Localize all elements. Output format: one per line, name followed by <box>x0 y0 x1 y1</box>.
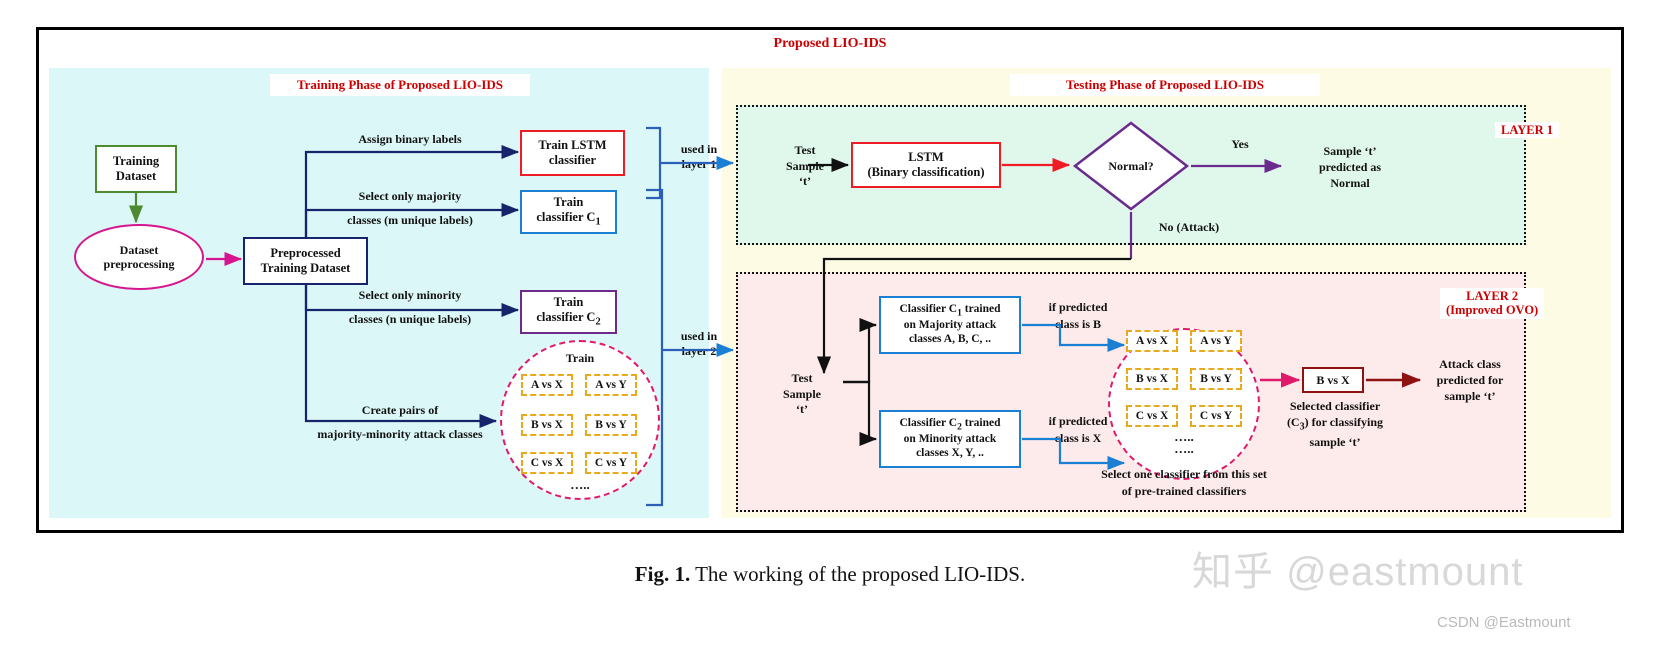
predicted-normal-outcome: Sample ‘t’ predicted as Normal <box>1318 144 1382 191</box>
figure-caption-text: The working of the proposed LIO-IDS. <box>695 562 1026 586</box>
layer1-tag: LAYER 1 <box>1495 122 1559 139</box>
layer2-tag-line1: LAYER 2 <box>1466 289 1519 303</box>
classifier-c1-trained-node: Classifier C1 trained on Majority attack c… <box>879 296 1021 354</box>
zhihu-watermark: 知乎 @eastmount <box>1192 550 1524 594</box>
selected-caption-line1: Selected classifier <box>1289 399 1381 413</box>
if-predicted-x-line1: if predicted <box>1048 414 1108 428</box>
csdn-watermark: CSDN @Eastmount <box>1437 614 1571 631</box>
train-classifier-c1-node: Train classifier C1 <box>520 190 617 234</box>
if-predicted-b-label: if predicted class is B <box>1028 299 1128 334</box>
lstm-node-label: LSTM (Binary classification) <box>867 150 985 179</box>
bracket-label-layer1-line2: layer 1 <box>681 157 717 171</box>
layer2-tag: LAYER 2 (Improved OVO) <box>1440 288 1545 319</box>
train-circle-label: Train <box>565 351 595 365</box>
if-predicted-b-line1: if predicted <box>1048 300 1108 314</box>
if-predicted-b-line2: class is B <box>1054 317 1101 332</box>
bracket-label-layer2-line1: used in <box>680 329 718 343</box>
layer2-tag-line2: (Improved OVO) <box>1446 303 1539 318</box>
bracket-label-layer1-line1: used in <box>680 142 718 156</box>
select-classifier-caption-2: of pre-trained classifiers <box>1121 484 1247 498</box>
final-attack-class-outcome: Attack class predicted for sample ‘t’ <box>1400 356 1540 405</box>
classifier-c2-trained-label: Classifier C2 trained on Minority attack c… <box>899 417 1001 459</box>
dataset-preprocessing-node: Dataset preprocessing <box>74 224 204 290</box>
training-dataset-label: Training Dataset <box>112 154 160 183</box>
if-predicted-x-line2: class is X <box>1054 431 1102 446</box>
training-dataset-node: Training Dataset <box>95 145 177 193</box>
train-c1-label: Train classifier C1 <box>536 195 601 228</box>
pair-box-a-vs-y: A vs Y <box>585 374 637 396</box>
classifier-c1-trained-label: Classifier C1 trained on Majority attack c… <box>899 303 1001 345</box>
final-outcome-line3: sample ‘t’ <box>1444 389 1496 404</box>
pair-box-b-vs-x: B vs X <box>521 414 573 436</box>
figure-title: Proposed LIO-IDS <box>773 36 887 51</box>
classifier-c2-trained-node: Classifier C2 trained on Minority attack c… <box>879 410 1021 468</box>
pairs-ellipsis: ….. <box>570 477 590 492</box>
ovo-pair-a-vs-y: A vs Y <box>1190 330 1242 352</box>
ovo-pair-b-vs-x: B vs X <box>1126 368 1178 390</box>
pair-box-c-vs-y: C vs Y <box>585 452 637 474</box>
ovo-pair-a-vs-x: A vs X <box>1126 330 1178 352</box>
pair-box-a-vs-x: A vs X <box>521 374 573 396</box>
edge-label-pairs-1: Create pairs of <box>361 403 439 417</box>
train-classifier-c2-node: Train classifier C2 <box>520 290 617 334</box>
preprocessed-training-dataset-node: Preprocessed Training Dataset <box>243 237 368 285</box>
ovo-ellipsis-1: ….. <box>1174 429 1194 444</box>
final-outcome-line2: predicted for <box>1436 373 1504 388</box>
ovo-classifier-set-circle <box>1108 328 1260 480</box>
train-lstm-label: Train LSTM classifier <box>538 138 607 167</box>
bracket-label-layer2-line2: layer 2 <box>681 344 717 358</box>
layer2-test-sample-label: Test Sample ‘t’ <box>782 371 821 417</box>
selected-caption-line3: sample ‘t’ <box>1309 435 1361 450</box>
ovo-pair-c-vs-x: C vs X <box>1126 405 1178 427</box>
no-attack-edge-label: No (Attack) <box>1158 220 1220 234</box>
edge-label-minority-1: Select only minority <box>358 288 462 302</box>
bracket-label-layer1: used in layer 1 <box>668 142 730 172</box>
figure-caption: Fig. 1. The working of the proposed LIO-… <box>0 562 1660 587</box>
pair-box-b-vs-y: B vs Y <box>585 414 637 436</box>
edge-label-minority-2: classes (n unique labels) <box>348 312 472 326</box>
figure-caption-label: Fig. 1. <box>634 562 691 586</box>
train-lstm-classifier-node: Train LSTM classifier <box>520 130 625 176</box>
edge-label-assign-binary: Assign binary labels <box>358 132 462 146</box>
dataset-preprocessing-label: Dataset preprocessing <box>103 242 175 271</box>
testing-phase-title: Testing Phase of Proposed LIO-IDS <box>1010 74 1320 96</box>
edge-label-majority-1: Select only majority <box>358 189 462 203</box>
yes-edge-label: Yes <box>1231 137 1249 151</box>
select-classifier-caption-1: Select one classifier from this set <box>1101 467 1267 481</box>
edge-label-pairs-2: majority-minority attack classes <box>317 427 483 441</box>
selected-classifier-box: B vs X <box>1302 367 1364 393</box>
final-outcome-line1: Attack class <box>1439 357 1501 371</box>
train-c2-label: Train classifier C2 <box>536 295 601 328</box>
training-phase-title: Training Phase of Proposed LIO-IDS <box>270 74 530 96</box>
ovo-pair-c-vs-y: C vs Y <box>1190 405 1242 427</box>
normal-decision-label: Normal? <box>1108 159 1154 173</box>
ovo-ellipsis-2: ….. <box>1174 441 1194 456</box>
preprocessed-label: Preprocessed Training Dataset <box>260 246 351 275</box>
layer1-test-sample-label: Test Sample ‘t’ <box>785 143 824 189</box>
selected-classifier-caption: Selected classifier (C3) for classifying… <box>1286 399 1384 450</box>
diamond-shape <box>1072 121 1190 211</box>
ovo-pair-b-vs-y: B vs Y <box>1190 368 1242 390</box>
normal-decision-diamond: Normal? <box>1072 120 1190 212</box>
edge-label-majority-2: classes (m unique labels) <box>347 213 473 227</box>
lstm-binary-classification-node: LSTM (Binary classification) <box>851 142 1001 188</box>
pair-box-c-vs-x: C vs X <box>521 452 573 474</box>
bracket-label-layer2: used in layer 2 <box>668 329 730 359</box>
